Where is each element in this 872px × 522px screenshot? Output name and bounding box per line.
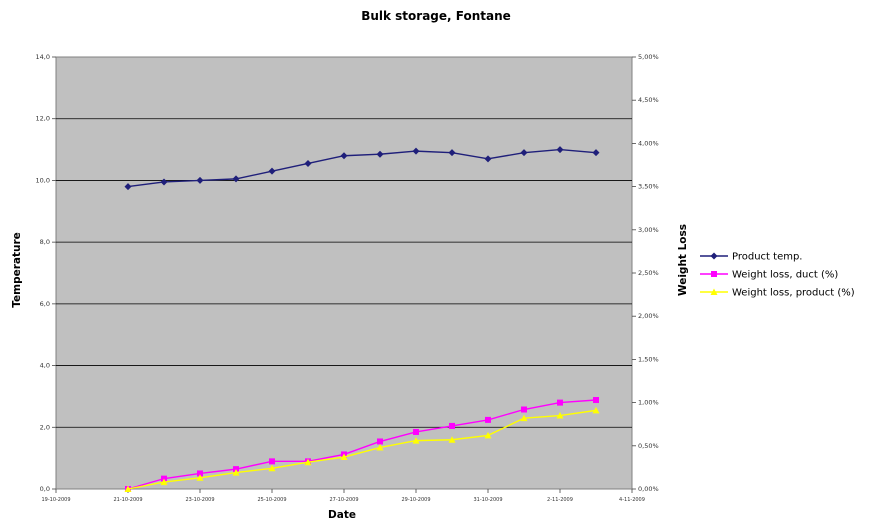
x-tick-label: 2-11-2009 xyxy=(547,497,573,503)
y2-axis-ticks: 0,00% 0,50% 1,00% 1,50% 2,00% 2,50% 3,00% 3,50%… xyxy=(632,53,659,493)
y-tick-label: 2,0 xyxy=(40,423,50,431)
data-point xyxy=(196,474,204,481)
data-point xyxy=(269,458,275,465)
data-point xyxy=(340,453,348,461)
y-tick-label: 6,0 xyxy=(40,300,50,308)
x-axis-ticks: 19-10-2009 21-10-2009 23-10-2009 25-10-2009… xyxy=(41,489,645,503)
data-point xyxy=(340,152,348,160)
series-line xyxy=(127,399,597,490)
data-point xyxy=(484,155,492,163)
data-point xyxy=(711,271,717,277)
data-point xyxy=(268,464,276,472)
legend-item: Weight loss, duct (%) xyxy=(700,270,838,281)
y-axis-ticks: 0,0 2,0 4,0 6,0 8,0 10,0 12,0 14,0 xyxy=(36,53,56,493)
data-point xyxy=(304,458,312,466)
data-point xyxy=(304,159,312,167)
data-point xyxy=(592,406,600,414)
legend: Product temp. Weight loss, duct (%) Weight… xyxy=(700,252,855,299)
data-point xyxy=(448,149,456,157)
y-tick-label: 10,0 xyxy=(36,176,50,184)
data-point xyxy=(557,399,563,406)
y2-tick-label: 3,00% xyxy=(638,226,659,234)
series-3 xyxy=(124,406,600,492)
data-point xyxy=(160,478,168,486)
data-point xyxy=(521,406,527,413)
data-point xyxy=(448,436,456,443)
y2-axis-title: Weight Loss xyxy=(677,224,689,296)
data-point xyxy=(376,444,384,451)
data-point xyxy=(124,183,132,191)
x-tick-label: 25-10-2009 xyxy=(257,497,286,503)
data-point xyxy=(377,438,383,445)
data-point xyxy=(160,178,168,186)
x-tick-label: 21-10-2009 xyxy=(113,497,142,503)
data-point xyxy=(593,397,599,404)
data-point xyxy=(520,414,528,422)
data-point xyxy=(232,175,240,183)
data-point xyxy=(710,252,718,260)
y2-tick-label: 5,00% xyxy=(638,53,659,61)
y2-tick-label: 0,00% xyxy=(638,485,659,493)
x-tick-label: 31-10-2009 xyxy=(473,497,502,503)
legend-item: Product temp. xyxy=(700,252,803,263)
x-tick-label: 4-11-2009 xyxy=(619,497,645,503)
data-point xyxy=(520,149,528,157)
y-tick-label: 0,0 xyxy=(40,485,50,493)
data-point xyxy=(376,150,384,158)
plot-area xyxy=(55,56,633,490)
y-tick-label: 4,0 xyxy=(40,362,50,370)
data-point xyxy=(484,431,492,439)
x-tick-label: 19-10-2009 xyxy=(41,497,70,503)
x-axis-title: Date xyxy=(328,509,356,521)
y2-tick-label: 1,50% xyxy=(638,355,659,363)
y2-tick-label: 1,00% xyxy=(638,399,659,407)
x-tick-label: 29-10-2009 xyxy=(401,497,430,503)
y2-tick-label: 0,50% xyxy=(638,442,659,450)
y2-tick-label: 4,50% xyxy=(638,96,659,104)
x-tick-label: 23-10-2009 xyxy=(185,497,214,503)
y-tick-label: 14,0 xyxy=(36,53,50,61)
y2-tick-label: 2,00% xyxy=(638,312,659,320)
y2-tick-label: 2,50% xyxy=(638,269,659,277)
y2-tick-label: 3,50% xyxy=(638,183,659,191)
data-point xyxy=(124,485,132,492)
series-1 xyxy=(124,146,600,191)
legend-label: Product temp. xyxy=(732,252,803,263)
series-group xyxy=(124,146,600,492)
data-point xyxy=(592,149,600,157)
data-point xyxy=(449,422,455,429)
x-tick-label: 27-10-2009 xyxy=(329,497,358,503)
gridlines xyxy=(56,118,632,428)
y-tick-label: 12,0 xyxy=(36,115,50,123)
data-point xyxy=(268,167,276,175)
y2-tick-label: 4,00% xyxy=(638,139,659,147)
legend-label: Weight loss, product (%) xyxy=(732,288,855,299)
data-point xyxy=(556,146,564,154)
legend-item: Weight loss, product (%) xyxy=(700,288,855,299)
data-point xyxy=(710,288,718,295)
series-line xyxy=(127,148,597,188)
data-point xyxy=(197,470,203,477)
data-point xyxy=(556,412,564,419)
legend-label: Weight loss, duct (%) xyxy=(732,270,838,281)
chart-title: Bulk storage, Fontane xyxy=(361,9,511,23)
data-point xyxy=(412,437,420,444)
y-axis-title: Temperature xyxy=(11,232,23,308)
y-tick-label: 8,0 xyxy=(40,238,50,246)
data-point xyxy=(485,416,491,423)
data-point xyxy=(412,147,420,155)
data-point xyxy=(232,469,240,476)
data-point xyxy=(196,176,204,184)
series-line xyxy=(127,409,597,490)
data-point xyxy=(413,428,419,435)
